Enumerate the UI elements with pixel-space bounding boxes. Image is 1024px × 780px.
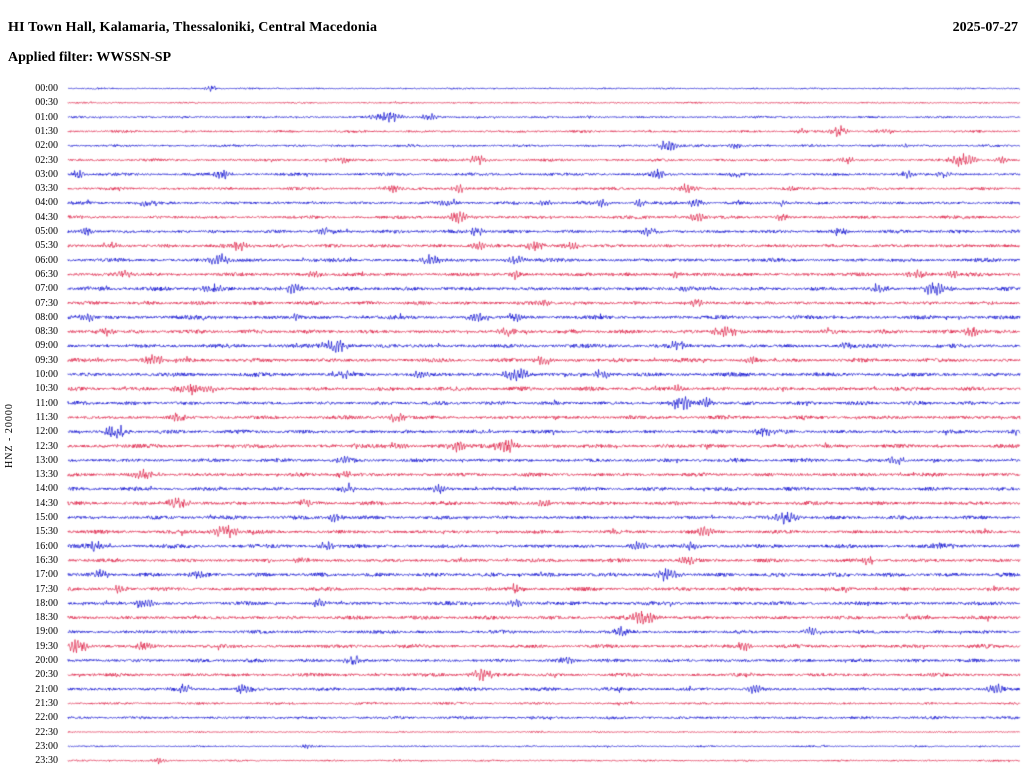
row-time-label: 21:00 xyxy=(35,683,58,695)
row-time-label: 05:00 xyxy=(35,226,58,237)
row-time-label: 14:30 xyxy=(35,497,58,509)
row-time-label: 11:00 xyxy=(35,397,58,409)
row-time-label: 00:30 xyxy=(35,97,58,109)
row-time-label: 06:00 xyxy=(35,254,58,266)
station-title: HI Town Hall, Kalamaria, Thessaloniki, C… xyxy=(8,20,378,35)
row-time-label: 23:30 xyxy=(35,755,58,767)
row-time-label: 02:30 xyxy=(35,154,58,166)
row-time-label: 11:30 xyxy=(35,411,58,423)
row-time-label: 20:00 xyxy=(35,655,58,666)
row-time-label: 02:00 xyxy=(35,140,58,152)
row-time-label: 04:30 xyxy=(35,211,58,223)
row-time-label: 07:30 xyxy=(35,297,58,309)
row-time-label: 22:00 xyxy=(35,712,58,724)
row-time-label: 10:30 xyxy=(35,383,58,395)
row-time-label: 21:30 xyxy=(35,697,58,709)
row-time-label: 19:30 xyxy=(35,640,58,652)
row-time-label: 14:00 xyxy=(35,483,58,495)
applied-filter-label: Applied filter: WWSSN-SP xyxy=(8,50,172,65)
row-time-label: 13:00 xyxy=(35,454,58,466)
row-time-label: 15:30 xyxy=(35,526,58,538)
row-time-label: 06:30 xyxy=(35,268,58,280)
time-label-column: 00:00 00:30 01:00 01:30 02:00 02:30 03:00 03:30… xyxy=(0,0,64,780)
row-time-label: 17:30 xyxy=(35,583,58,595)
row-time-label: 12:00 xyxy=(35,426,58,438)
row-time-label: 12:30 xyxy=(35,440,58,452)
row-time-label: 08:30 xyxy=(35,326,58,338)
row-time-label: 07:00 xyxy=(35,283,58,295)
row-time-label: 03:00 xyxy=(35,168,58,180)
row-time-label: 20:30 xyxy=(35,669,58,681)
row-time-label: 01:30 xyxy=(35,125,58,137)
row-time-label: 00:00 xyxy=(35,83,58,94)
row-time-label: 05:30 xyxy=(35,240,58,252)
row-time-label: 19:00 xyxy=(35,626,58,638)
row-time-label: 22:30 xyxy=(35,726,58,738)
row-time-label: 18:00 xyxy=(35,597,58,609)
row-time-label: 01:00 xyxy=(35,111,58,123)
row-time-label: 09:30 xyxy=(35,354,58,366)
row-time-label: 04:00 xyxy=(35,197,58,209)
row-time-label: 10:00 xyxy=(35,369,58,380)
row-time-label: 16:30 xyxy=(35,554,58,566)
row-time-label: 23:00 xyxy=(35,740,58,752)
row-time-label: 09:00 xyxy=(35,340,58,352)
row-time-label: 17:00 xyxy=(35,569,58,581)
row-time-label: 03:30 xyxy=(35,183,58,195)
row-time-label: 15:00 xyxy=(35,512,58,523)
record-date: 2025-07-27 xyxy=(952,20,1018,35)
row-time-label: 13:30 xyxy=(35,469,58,481)
row-time-label: 08:00 xyxy=(35,311,58,323)
row-time-label: 18:30 xyxy=(35,612,58,624)
row-time-label: 16:00 xyxy=(35,540,58,552)
